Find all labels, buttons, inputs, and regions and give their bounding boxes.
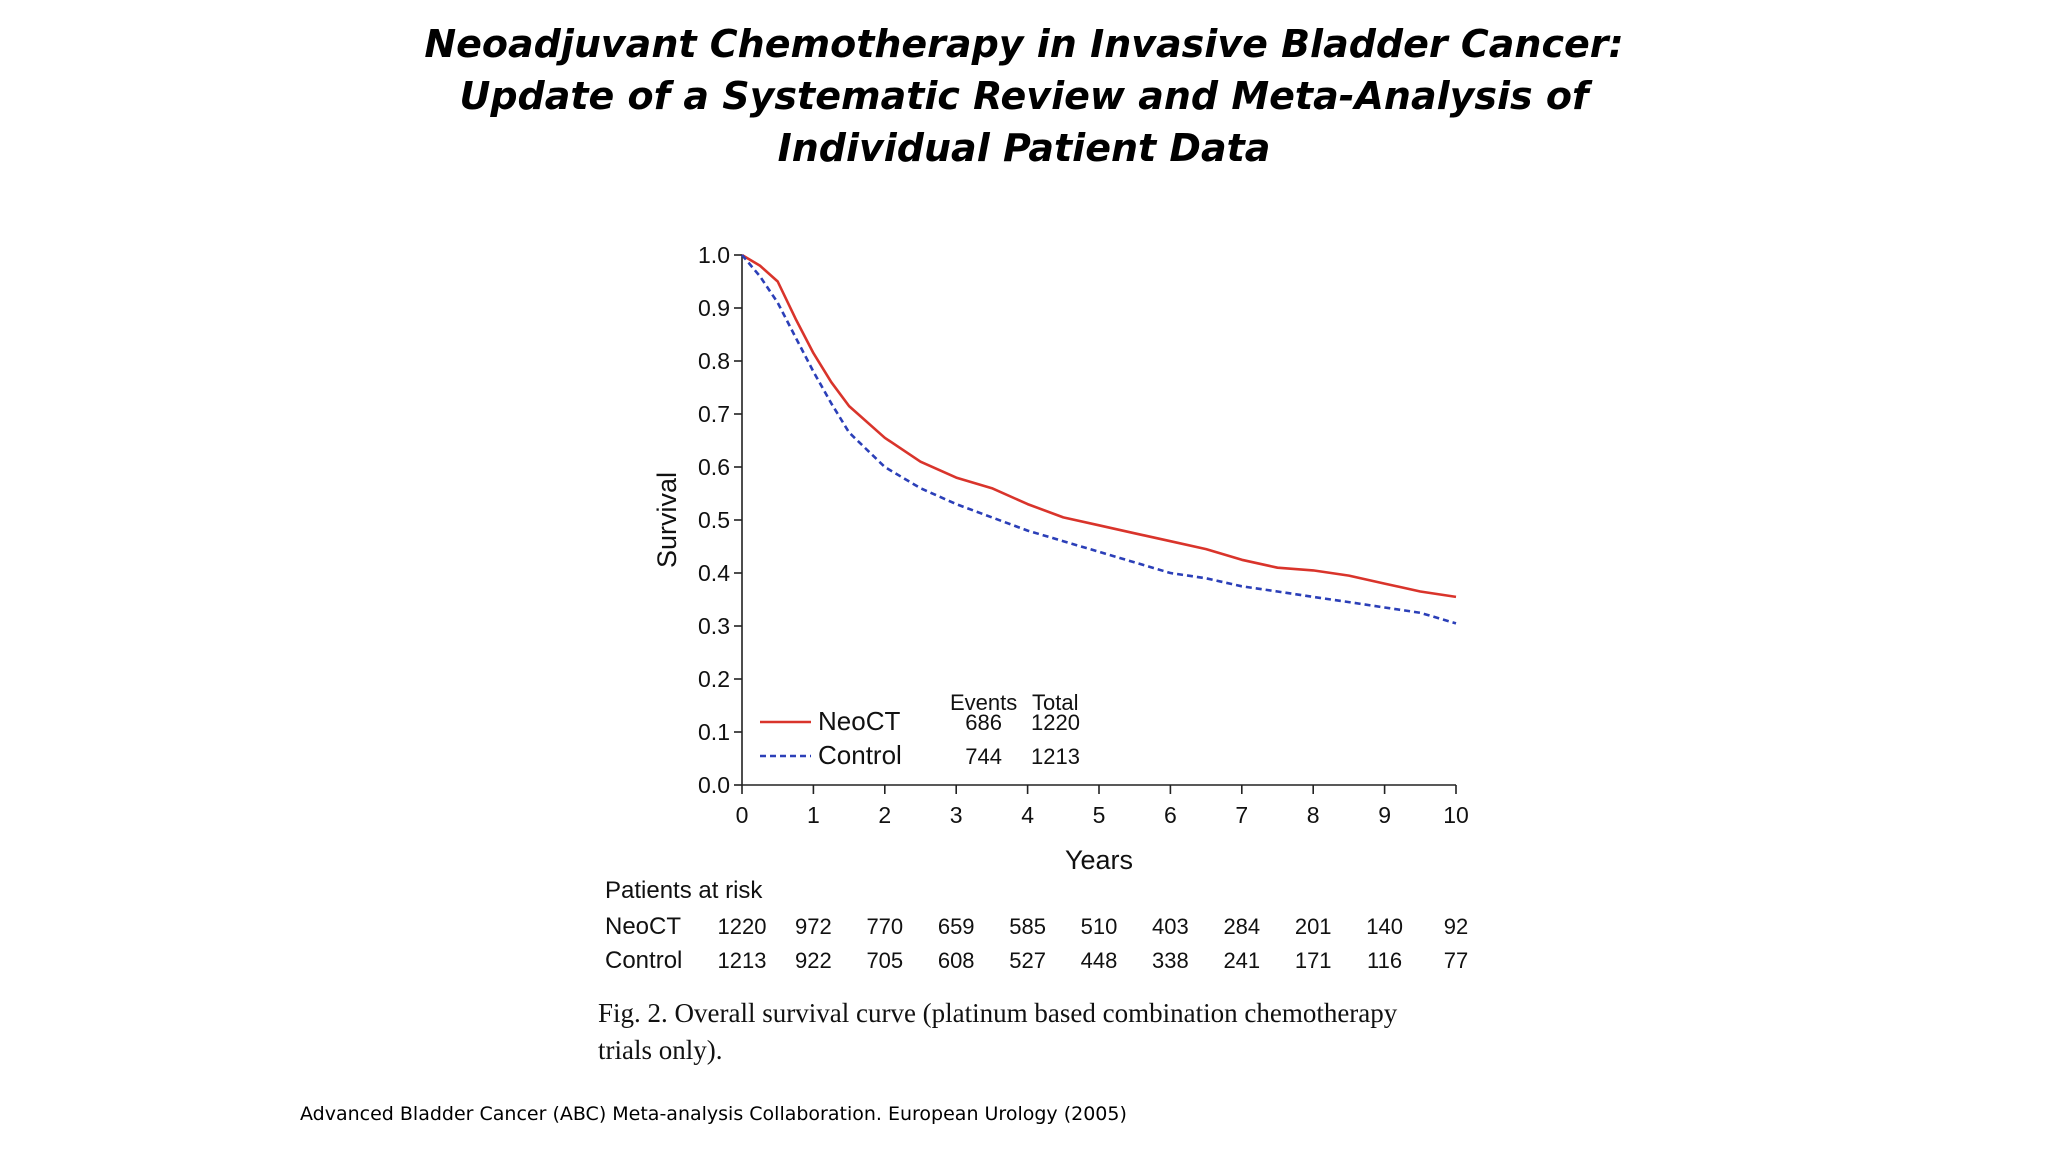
caption-line-1: Fig. 2. Overall survival curve (platinum…	[598, 998, 1398, 1028]
title-line-3: Individual Patient Data	[777, 126, 1271, 170]
risk-value-neoct: 585	[1009, 914, 1046, 939]
risk-row-label-neoct: NeoCT	[605, 913, 681, 940]
risk-value-neoct: 1220	[718, 914, 767, 939]
x-tick-label: 8	[1307, 802, 1320, 828]
risk-value-neoct: 284	[1223, 914, 1260, 939]
x-tick-label: 10	[1443, 802, 1469, 828]
x-tick-label: 5	[1093, 802, 1106, 828]
risk-value-neoct: 201	[1295, 914, 1332, 939]
y-tick-label: 0.0	[698, 772, 730, 798]
risk-value-control: 1213	[718, 948, 767, 973]
risk-value-control: 171	[1295, 948, 1332, 973]
legend-events-neoct: 686	[965, 710, 1002, 735]
series-line-neoct	[741, 253, 1457, 599]
figure-caption: Fig. 2. Overall survival curve (platinum…	[598, 995, 1498, 1069]
y-tick-label: 0.7	[698, 401, 730, 427]
legend-header-events: Events	[950, 690, 1017, 715]
y-axis-label: Survival	[652, 472, 682, 568]
slide-title: Neoadjuvant Chemotherapy in Invasive Bla…	[0, 18, 2048, 174]
y-tick-label: 0.1	[698, 719, 730, 745]
series-line-control	[741, 254, 1457, 625]
risk-value-control: 608	[938, 948, 975, 973]
risk-value-control: 338	[1152, 948, 1189, 973]
x-tick-label: 2	[878, 802, 891, 828]
y-tick-label: 0.3	[698, 613, 730, 639]
survival-chart: 0.0 0.1 0.2 0.3 0.4 0.5 0.6 0.7 0.8 0.9 1.0 0 1 2 3 4 5 6…	[605, 242, 1469, 974]
risk-value-neoct: 403	[1152, 914, 1189, 939]
legend-label-control: Control	[818, 740, 902, 770]
legend-label-neoct: NeoCT	[818, 706, 900, 736]
x-tick-label: 7	[1235, 802, 1248, 828]
y-tick-label: 0.2	[698, 666, 730, 692]
title-line-1: Neoadjuvant Chemotherapy in Invasive Bla…	[424, 22, 1624, 66]
risk-value-control: 705	[866, 948, 903, 973]
risk-table-title: Patients at risk	[605, 877, 763, 904]
y-tick-label: 1.0	[698, 242, 730, 268]
risk-value-control: 77	[1444, 948, 1468, 973]
risk-value-control: 527	[1009, 948, 1046, 973]
y-tick-label: 0.8	[698, 348, 730, 374]
legend-events-control: 744	[965, 744, 1002, 769]
caption-line-2: trials only).	[598, 1035, 723, 1065]
risk-value-neoct: 972	[795, 914, 832, 939]
citation-footnote: Advanced Bladder Cancer (ABC) Meta-analy…	[300, 1103, 1127, 1125]
x-tick-label: 0	[736, 802, 749, 828]
x-tick-label: 6	[1164, 802, 1177, 828]
x-tick-label: 9	[1378, 802, 1391, 828]
risk-value-neoct: 510	[1081, 914, 1118, 939]
legend-total-neoct: 1220	[1031, 710, 1080, 735]
legend-total-control: 1213	[1031, 744, 1080, 769]
risk-value-control: 922	[795, 948, 832, 973]
title-line-2: Update of a Systematic Review and Meta-A…	[459, 74, 1589, 118]
risk-value-control: 241	[1223, 948, 1260, 973]
risk-value-control: 116	[1367, 948, 1402, 973]
y-tick-label: 0.5	[698, 507, 730, 533]
risk-value-control: 448	[1081, 948, 1118, 973]
risk-row-label-control: Control	[605, 947, 682, 974]
x-tick-label: 3	[950, 802, 963, 828]
x-axis-label: Years	[1065, 845, 1133, 875]
risk-value-neoct: 770	[866, 914, 903, 939]
risk-value-neoct: 140	[1366, 914, 1403, 939]
y-tick-label: 0.6	[698, 454, 730, 480]
risk-value-neoct: 659	[938, 914, 975, 939]
y-tick-label: 0.9	[698, 295, 730, 321]
x-tick-label: 4	[1021, 802, 1034, 828]
x-tick-label: 1	[807, 802, 820, 828]
y-tick-label: 0.4	[698, 560, 730, 586]
risk-value-neoct: 92	[1444, 914, 1468, 939]
legend-header-total: Total	[1032, 690, 1078, 715]
